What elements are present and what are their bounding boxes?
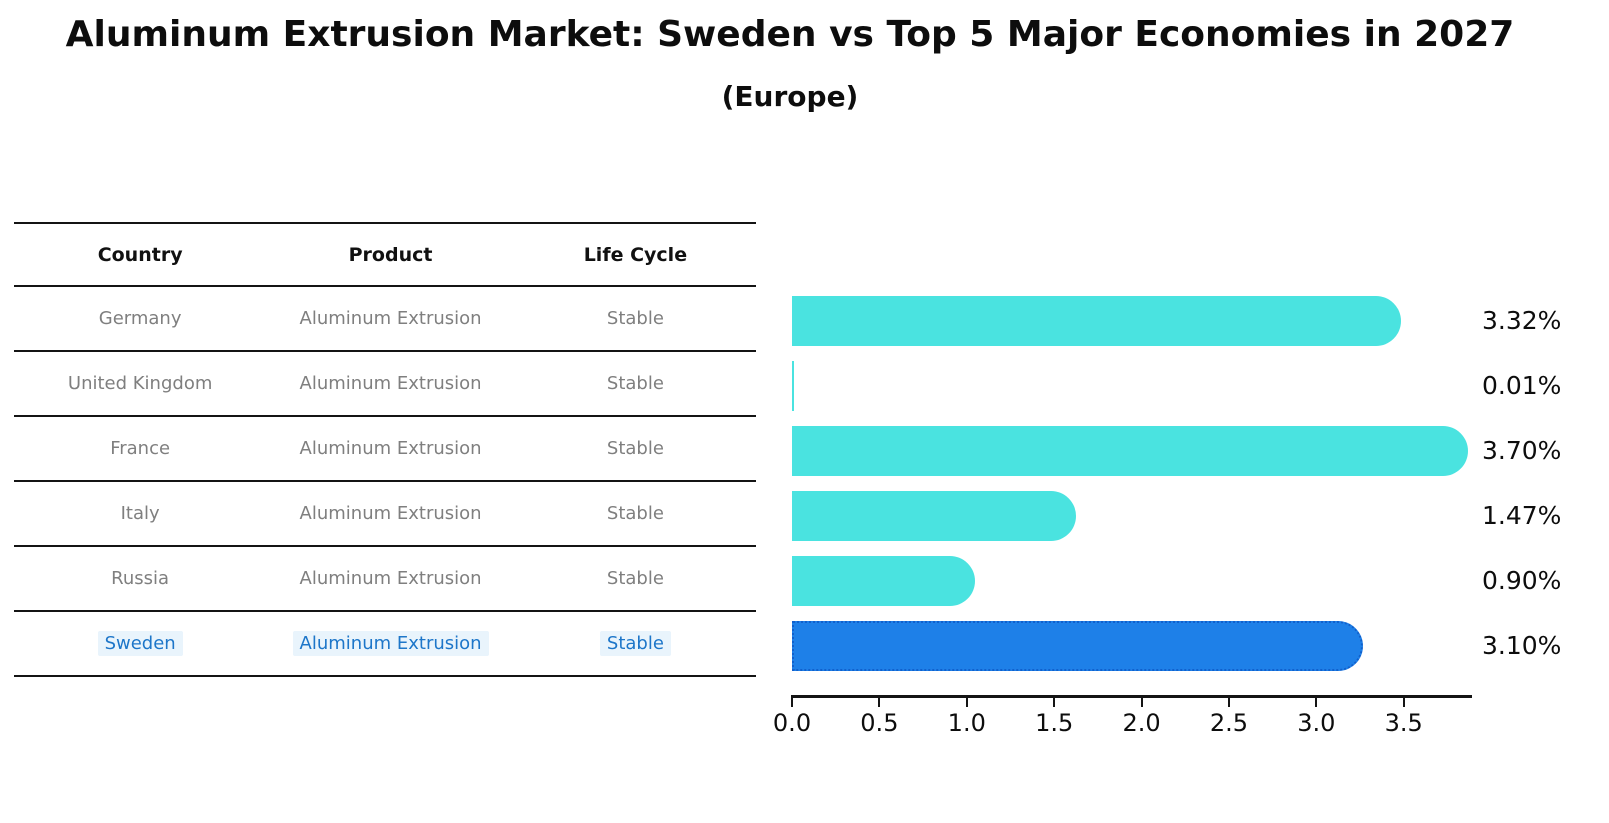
- value-label: 3.70%: [1482, 436, 1562, 465]
- life-cycle-cell: Stable: [515, 503, 756, 524]
- country-label: France: [110, 438, 171, 459]
- product-cell: Aluminum Extrusion: [266, 373, 515, 394]
- x-tick-label: 0.0: [772, 709, 812, 737]
- table-row: United Kingdom Aluminum Extrusion Stable: [14, 352, 756, 417]
- x-tick: [1053, 697, 1056, 707]
- life-cycle-cell: Stable: [515, 631, 756, 656]
- product-cell: Aluminum Extrusion: [266, 631, 515, 656]
- x-tick: [1315, 697, 1318, 707]
- x-tick-label: 2.5: [1209, 709, 1249, 737]
- table-row: Germany Aluminum Extrusion Stable: [14, 287, 756, 352]
- chart-subtitle: (Europe): [721, 80, 859, 113]
- x-tick-label: 3.0: [1297, 709, 1336, 737]
- chart-title: Aluminum Extrusion Market: Sweden vs Top…: [65, 14, 1515, 55]
- product-label: Aluminum Extrusion: [299, 373, 482, 394]
- table-row: Italy Aluminum Extrusion Stable: [14, 482, 756, 547]
- life-cycle-label: Stable: [606, 373, 664, 394]
- product-label: Aluminum Extrusion: [299, 568, 482, 589]
- x-tick: [1227, 697, 1230, 707]
- column-header-country: Country: [97, 243, 183, 266]
- product-label: Aluminum Extrusion: [292, 631, 489, 656]
- country-label: Sweden: [97, 631, 183, 656]
- life-cycle-label: Stable: [606, 503, 664, 524]
- life-cycle-label: Stable: [606, 438, 664, 459]
- value-label: 0.90%: [1482, 566, 1562, 595]
- life-cycle-label: Stable: [606, 308, 664, 329]
- table-row: Sweden Aluminum Extrusion Stable: [14, 612, 756, 677]
- product-cell: Aluminum Extrusion: [266, 568, 515, 589]
- bar-germany: [792, 296, 1402, 346]
- product-cell: Aluminum Extrusion: [266, 503, 515, 524]
- table-body: Germany Aluminum Extrusion Stable United…: [14, 287, 756, 677]
- country-cell: Russia: [14, 568, 266, 589]
- x-tick-label: 2.0: [1122, 709, 1161, 737]
- country-cell: United Kingdom: [14, 373, 266, 394]
- x-tick-label: 3.5: [1384, 709, 1423, 737]
- country-label: Russia: [111, 568, 170, 589]
- product-label: Aluminum Extrusion: [299, 438, 482, 459]
- value-label: 3.32%: [1482, 306, 1562, 335]
- x-tick: [965, 697, 968, 707]
- x-tick: [1140, 697, 1143, 707]
- bar-united-kingdom: [792, 361, 794, 411]
- country-label: United Kingdom: [67, 373, 213, 394]
- x-tick-label: 1.0: [947, 709, 986, 737]
- life-cycle-label: Stable: [599, 631, 671, 656]
- x-tick-label: 1.5: [1035, 709, 1074, 737]
- bar-italy: [792, 491, 1076, 541]
- country-cell: Germany: [14, 308, 266, 329]
- value-label: 1.47%: [1482, 501, 1562, 530]
- x-tick-label: 0.5: [860, 709, 899, 737]
- product-cell: Aluminum Extrusion: [266, 438, 515, 459]
- bar-russia: [792, 556, 976, 606]
- table-row: Russia Aluminum Extrusion Stable: [14, 547, 756, 612]
- life-cycle-cell: Stable: [515, 308, 756, 329]
- product-label: Aluminum Extrusion: [299, 503, 482, 524]
- x-tick: [878, 697, 881, 707]
- country-label: Germany: [98, 308, 182, 329]
- x-axis-line: [791, 695, 1472, 698]
- column-header-product: Product: [348, 243, 433, 266]
- table-row: France Aluminum Extrusion Stable: [14, 417, 756, 482]
- value-label: 0.01%: [1482, 371, 1562, 400]
- life-cycle-cell: Stable: [515, 373, 756, 394]
- x-tick: [1402, 697, 1405, 707]
- life-cycle-cell: Stable: [515, 568, 756, 589]
- bar-sweden: [792, 621, 1363, 671]
- country-label: Italy: [120, 503, 160, 524]
- value-label: 3.10%: [1482, 631, 1562, 660]
- table-header-row: Country Product Life Cycle: [14, 222, 756, 287]
- country-cell: Sweden: [14, 631, 266, 656]
- country-cell: Italy: [14, 503, 266, 524]
- product-cell: Aluminum Extrusion: [266, 308, 515, 329]
- bar-france: [792, 426, 1469, 476]
- bar-plot-area: 0.0 0.5 1.0 1.5 2.0 2.5 3.0 3.5: [773, 290, 1472, 737]
- x-tick: [791, 697, 793, 707]
- column-header-life-cycle: Life Cycle: [583, 243, 688, 266]
- life-cycle-label: Stable: [606, 568, 664, 589]
- country-cell: France: [14, 438, 266, 459]
- product-label: Aluminum Extrusion: [299, 308, 482, 329]
- life-cycle-cell: Stable: [515, 438, 756, 459]
- country-table: Country Product Life Cycle Germany Alumi…: [14, 222, 756, 677]
